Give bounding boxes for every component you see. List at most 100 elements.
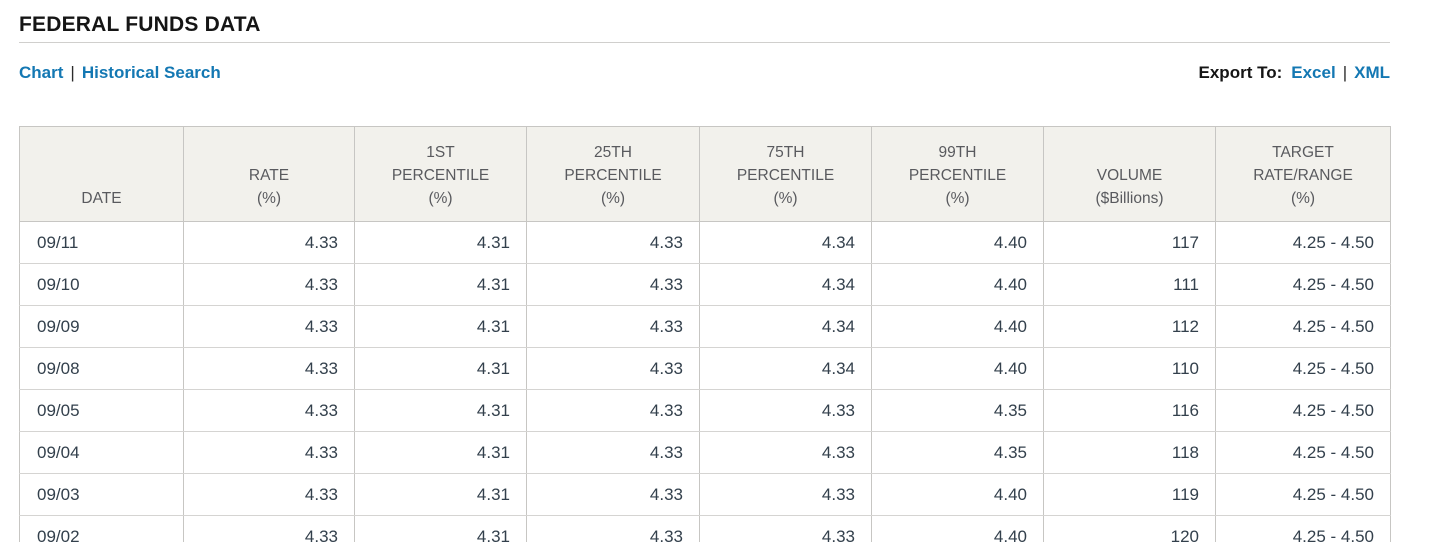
value-cell: 4.33 bbox=[183, 263, 355, 306]
table-row: 09/02 4.33 4.31 4.33 4.33 4.40 120 4.25 - 4.50 bbox=[19, 515, 1391, 542]
value-cell: 4.40 bbox=[871, 221, 1044, 264]
value-cell: 110 bbox=[1043, 347, 1216, 390]
value-cell: 117 bbox=[1043, 221, 1216, 264]
value-cell: 120 bbox=[1043, 515, 1216, 542]
page-title: FEDERAL FUNDS DATA bbox=[19, 13, 261, 36]
value-cell: 4.40 bbox=[871, 347, 1044, 390]
value-cell: 4.33 bbox=[526, 305, 700, 348]
table-row: 09/10 4.33 4.31 4.33 4.34 4.40 111 4.25 - 4.50 bbox=[19, 263, 1391, 306]
column-header-line: (%) bbox=[945, 190, 970, 207]
column-header: DATE bbox=[19, 126, 184, 222]
column-header: 75TH PERCENTILE (%) bbox=[699, 126, 872, 222]
date-cell: 09/05 bbox=[19, 389, 184, 432]
table-row: 09/03 4.33 4.31 4.33 4.33 4.40 119 4.25 - 4.50 bbox=[19, 473, 1391, 516]
value-cell: 4.34 bbox=[699, 221, 872, 264]
value-cell: 4.33 bbox=[183, 221, 355, 264]
date-cell: 09/03 bbox=[19, 473, 184, 516]
date-cell: 09/10 bbox=[19, 263, 184, 306]
fed-funds-table: DATE RATE (%) 1ST PERCENTILE (%) 25TH PERCENTIL… bbox=[19, 126, 1391, 542]
export-excel-link[interactable]: Excel bbox=[1291, 63, 1336, 82]
column-header-line: (%) bbox=[256, 190, 282, 207]
column-header-line: (%) bbox=[428, 190, 453, 207]
column-header-line: PERCENTILE bbox=[391, 167, 490, 184]
value-cell: 4.33 bbox=[183, 431, 355, 474]
value-cell: 4.34 bbox=[699, 305, 872, 348]
value-cell: 4.40 bbox=[871, 305, 1044, 348]
value-cell: 4.33 bbox=[699, 389, 872, 432]
date-cell: 09/08 bbox=[19, 347, 184, 390]
column-header: 25TH PERCENTILE (%) bbox=[526, 126, 700, 222]
table-row: 09/11 4.33 4.31 4.33 4.34 4.40 117 4.25 - 4.50 bbox=[19, 221, 1391, 264]
value-cell: 4.25 - 4.50 bbox=[1215, 305, 1391, 348]
date-cell: 09/09 bbox=[19, 305, 184, 348]
value-cell: 4.33 bbox=[699, 431, 872, 474]
value-cell: 4.33 bbox=[526, 389, 700, 432]
value-cell: 4.35 bbox=[871, 431, 1044, 474]
column-header-line: VOLUME bbox=[1096, 167, 1163, 184]
value-cell: 4.25 - 4.50 bbox=[1215, 263, 1391, 306]
export-to-label: Export To: bbox=[1198, 63, 1283, 82]
column-header-line: PERCENTILE bbox=[564, 167, 662, 184]
value-cell: 4.25 - 4.50 bbox=[1215, 347, 1391, 390]
value-cell: 4.31 bbox=[354, 515, 527, 542]
table-row: 09/05 4.33 4.31 4.33 4.33 4.35 116 4.25 - 4.50 bbox=[19, 389, 1391, 432]
column-header-line: PERCENTILE bbox=[736, 167, 835, 184]
column-header: 99TH PERCENTILE (%) bbox=[871, 126, 1044, 222]
table-body: 09/11 4.33 4.31 4.33 4.34 4.40 117 4.25 - 4.50 0… bbox=[19, 221, 1391, 542]
column-header-line: 1ST bbox=[426, 144, 455, 161]
value-cell: 4.25 - 4.50 bbox=[1215, 431, 1391, 474]
column-header-line: (%) bbox=[600, 190, 626, 207]
column-header-line: DATE bbox=[81, 190, 122, 207]
value-cell: 4.33 bbox=[183, 473, 355, 516]
value-cell: 118 bbox=[1043, 431, 1216, 474]
value-cell: 4.31 bbox=[354, 389, 527, 432]
chart-link[interactable]: Chart bbox=[19, 63, 64, 82]
date-cell: 09/11 bbox=[19, 221, 184, 264]
value-cell: 4.31 bbox=[354, 431, 527, 474]
value-cell: 4.31 bbox=[354, 305, 527, 348]
value-cell: 4.33 bbox=[183, 515, 355, 542]
column-header-line: (%) bbox=[1290, 190, 1316, 207]
column-header-line: RATE bbox=[248, 167, 290, 184]
column-header-line: (%) bbox=[773, 190, 798, 207]
historical-search-link[interactable]: Historical Search bbox=[81, 63, 221, 82]
value-cell: 4.40 bbox=[871, 263, 1044, 306]
column-header-line: RATE/RANGE bbox=[1253, 167, 1353, 184]
export-links: Export To: Excel | XML bbox=[1199, 62, 1390, 83]
value-cell: 4.31 bbox=[354, 221, 527, 264]
view-links: Chart | Historical Search bbox=[19, 62, 221, 83]
column-header-line: PERCENTILE bbox=[908, 167, 1007, 184]
value-cell: 4.40 bbox=[871, 473, 1044, 516]
export-separator: | bbox=[1342, 63, 1348, 82]
value-cell: 4.25 - 4.50 bbox=[1215, 515, 1391, 542]
column-header-line: ($Billions) bbox=[1095, 190, 1164, 207]
value-cell: 4.31 bbox=[354, 263, 527, 306]
value-cell: 4.33 bbox=[526, 221, 700, 264]
value-cell: 4.33 bbox=[526, 431, 700, 474]
column-header: VOLUME ($Billions) bbox=[1043, 126, 1216, 222]
value-cell: 4.33 bbox=[526, 347, 700, 390]
value-cell: 4.31 bbox=[354, 473, 527, 516]
value-cell: 4.33 bbox=[699, 473, 872, 516]
table-row: 09/04 4.33 4.31 4.33 4.33 4.35 118 4.25 - 4.50 bbox=[19, 431, 1391, 474]
value-cell: 116 bbox=[1043, 389, 1216, 432]
column-header: RATE (%) bbox=[183, 126, 355, 222]
column-header: TARGET RATE/RANGE (%) bbox=[1215, 126, 1391, 222]
toolbar: Chart | Historical Search Export To: Excel |… bbox=[19, 62, 1390, 83]
column-header-line: TARGET bbox=[1272, 144, 1334, 161]
title-divider bbox=[19, 42, 1390, 43]
value-cell: 4.33 bbox=[526, 473, 700, 516]
value-cell: 4.25 - 4.50 bbox=[1215, 389, 1391, 432]
value-cell: 4.34 bbox=[699, 263, 872, 306]
value-cell: 4.25 - 4.50 bbox=[1215, 221, 1391, 264]
value-cell: 4.31 bbox=[354, 347, 527, 390]
table-row: 09/08 4.33 4.31 4.33 4.34 4.40 110 4.25 - 4.50 bbox=[19, 347, 1391, 390]
column-header-line: 75TH bbox=[766, 144, 805, 161]
column-header-line: 25TH bbox=[594, 144, 632, 161]
table-header: DATE RATE (%) 1ST PERCENTILE (%) 25TH PERCENTIL… bbox=[19, 126, 1391, 222]
value-cell: 4.40 bbox=[871, 515, 1044, 542]
table-header-row: DATE RATE (%) 1ST PERCENTILE (%) 25TH PERCENTIL… bbox=[19, 126, 1391, 222]
export-xml-link[interactable]: XML bbox=[1354, 63, 1390, 82]
value-cell: 4.33 bbox=[183, 305, 355, 348]
